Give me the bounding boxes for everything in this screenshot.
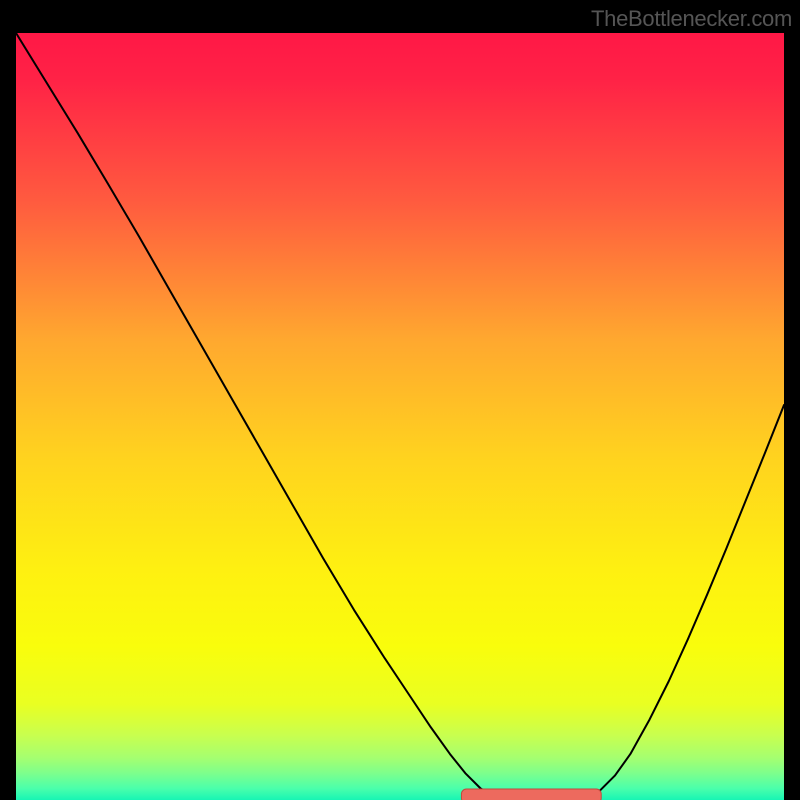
attribution-text: TheBottlenecker.com (591, 6, 792, 32)
curve-layer (16, 33, 784, 800)
bottleneck-curve (16, 33, 784, 800)
plot-frame (16, 33, 784, 800)
plot-area (16, 33, 784, 800)
sweet-spot-marker (461, 789, 601, 800)
